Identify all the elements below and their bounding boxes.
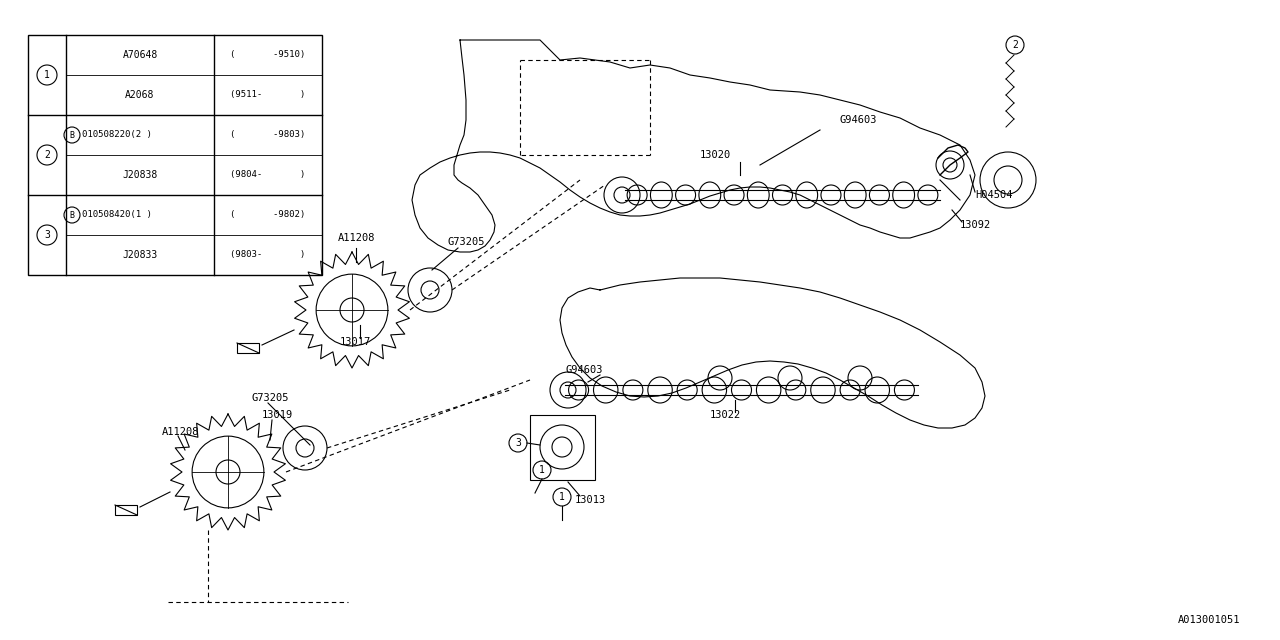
Bar [530, 415, 595, 480]
Text: J20833: J20833 [123, 250, 157, 260]
Text: (9804-       ): (9804- ) [230, 170, 306, 179]
Text: G73205: G73205 [252, 393, 289, 403]
Text: J20838: J20838 [123, 170, 157, 180]
Text: A2068: A2068 [125, 90, 155, 100]
Text: (       -9802): ( -9802) [230, 211, 306, 220]
Text: (       -9510): ( -9510) [230, 51, 306, 60]
Bar [115, 505, 137, 515]
Text: A70648: A70648 [123, 50, 157, 60]
Text: 13017: 13017 [340, 337, 371, 347]
Text: 3: 3 [515, 438, 521, 448]
Text: 010508220(2 ): 010508220(2 ) [82, 131, 152, 140]
Text: 3: 3 [44, 230, 50, 240]
Text: 13020: 13020 [700, 150, 731, 160]
Text: 13019: 13019 [262, 410, 293, 420]
Text: 13022: 13022 [710, 410, 741, 420]
Text: G94603: G94603 [564, 365, 603, 375]
Text: B: B [69, 131, 74, 140]
Text: 1: 1 [44, 70, 50, 80]
Bar [237, 343, 259, 353]
Text: 1: 1 [559, 492, 564, 502]
Text: 13013: 13013 [575, 495, 607, 505]
Text: A11208: A11208 [163, 427, 200, 437]
Text: B: B [69, 211, 74, 220]
Text: (9511-       ): (9511- ) [230, 90, 306, 99]
Text: G94603: G94603 [840, 115, 878, 125]
Text: 2: 2 [44, 150, 50, 160]
Text: (9803-       ): (9803- ) [230, 250, 306, 259]
Text: 010508420(1 ): 010508420(1 ) [82, 211, 152, 220]
Text: (       -9803): ( -9803) [230, 131, 306, 140]
Text: A013001051: A013001051 [1178, 615, 1240, 625]
Text: G73205: G73205 [448, 237, 485, 247]
Text: A11208: A11208 [338, 233, 375, 243]
Text: 1: 1 [539, 465, 545, 475]
Text: 13092: 13092 [960, 220, 991, 230]
Text: H04504: H04504 [975, 190, 1012, 200]
Bar [28, 35, 323, 275]
Text: 2: 2 [1012, 40, 1018, 50]
